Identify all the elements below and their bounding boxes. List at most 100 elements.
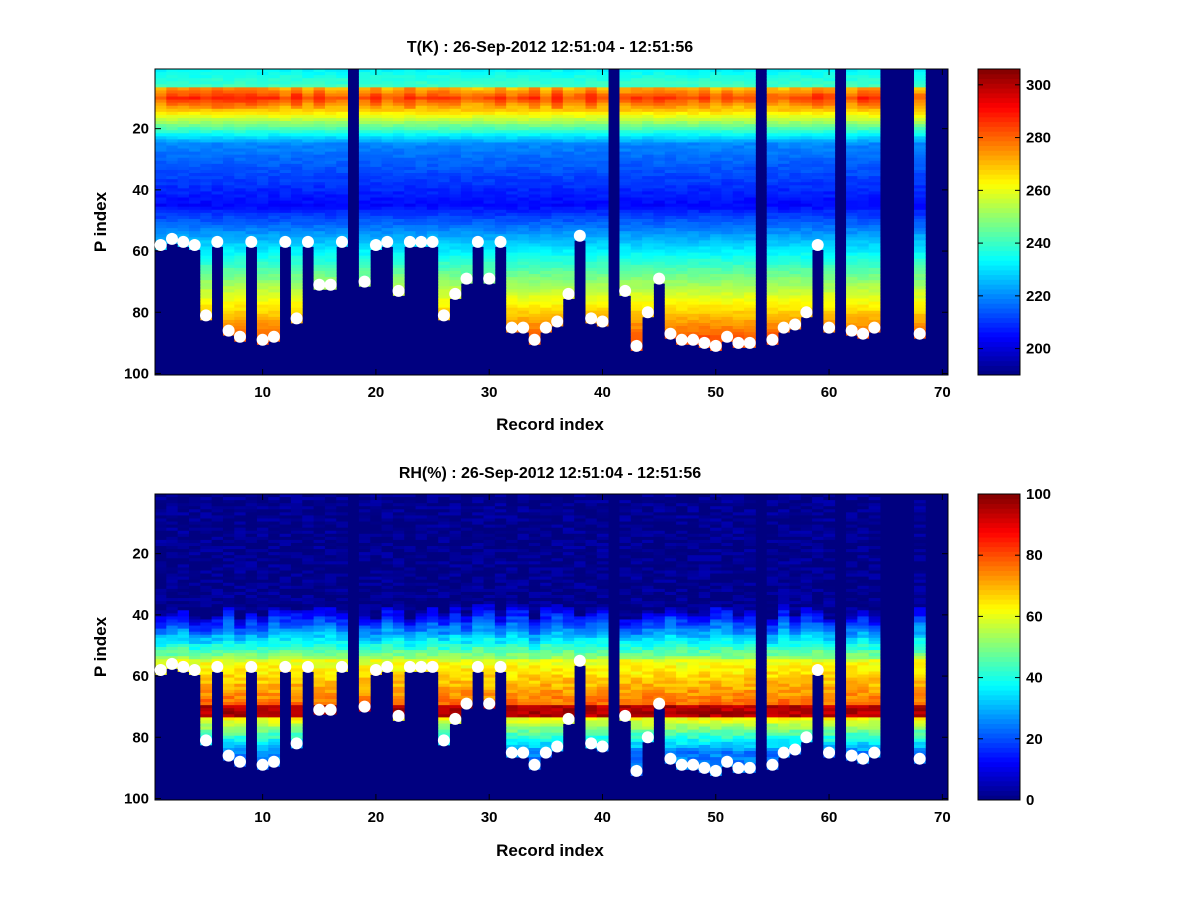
heatmap-cell	[721, 209, 734, 214]
heatmap-cell	[540, 252, 552, 257]
heatmap-cell	[585, 90, 598, 94]
heatmap-cell	[290, 93, 303, 97]
heatmap-cell	[676, 139, 688, 143]
heatmap-cell	[687, 249, 700, 253]
heatmap-cell	[268, 212, 281, 217]
heatmap-cell	[846, 212, 858, 217]
heatmap-cell	[914, 69, 926, 73]
heatmap-cell	[290, 151, 303, 156]
heatmap-cell	[438, 298, 450, 302]
heatmap-cell	[290, 105, 303, 110]
heatmap-cell	[494, 127, 507, 131]
heatmap-cell	[302, 111, 314, 116]
heatmap-cell	[517, 212, 530, 217]
heatmap-cell	[313, 261, 326, 266]
heatmap-cell	[506, 277, 518, 281]
heatmap-cell	[449, 237, 462, 241]
heatmap-cell	[234, 215, 247, 220]
heatmap-cell	[370, 225, 382, 229]
heatmap-cell	[574, 127, 586, 131]
heatmap-cell	[800, 188, 813, 192]
heatmap-cell	[358, 81, 371, 85]
heatmap-cell	[857, 182, 870, 186]
heatmap-cell	[687, 124, 700, 128]
heatmap-cell	[596, 133, 609, 137]
heatmap-cell	[483, 237, 496, 241]
heatmap-cell	[268, 136, 281, 140]
heatmap-cell	[392, 121, 405, 125]
heatmap-cell	[846, 102, 858, 107]
heatmap-cell	[517, 136, 530, 140]
heatmap-cell	[483, 212, 496, 217]
heatmap-cell	[664, 298, 677, 302]
heatmap-cell	[324, 261, 337, 266]
heatmap-cell	[324, 270, 337, 275]
heatmap-cell	[528, 105, 541, 110]
heatmap-cell	[268, 188, 281, 192]
heatmap-cell	[245, 148, 258, 153]
heatmap-cell	[698, 203, 711, 208]
heatmap-cell	[778, 301, 790, 306]
heatmap-cell	[449, 81, 462, 85]
heatmap-cell	[596, 194, 609, 198]
heatmap-cell	[166, 127, 179, 131]
heatmap-cell	[574, 215, 586, 220]
heatmap-cell	[653, 206, 666, 211]
heatmap-cell	[404, 206, 416, 211]
heatmap-cell	[234, 222, 247, 226]
heatmap-cell	[868, 212, 881, 217]
heatmap-cell	[528, 185, 541, 189]
heatmap-cell	[528, 237, 541, 241]
heatmap-cell	[721, 108, 734, 113]
heatmap-cell	[664, 75, 677, 79]
heatmap-cell	[800, 142, 813, 146]
heatmap-cell	[392, 99, 405, 104]
heatmap-cell	[551, 179, 564, 183]
heatmap-cell	[188, 87, 201, 91]
heatmap-cell	[596, 304, 609, 309]
heatmap-cell	[766, 222, 779, 226]
heatmap-cell	[415, 203, 428, 208]
heatmap-cell	[676, 69, 688, 73]
heatmap-cell	[177, 142, 190, 146]
heatmap-cell	[642, 133, 654, 137]
heatmap-cell	[268, 151, 281, 156]
heatmap-cell	[188, 160, 201, 165]
heatmap-cell	[290, 90, 303, 94]
heatmap-cell	[415, 145, 428, 149]
heatmap-cell	[234, 301, 247, 306]
heatmap-cell	[562, 166, 575, 171]
heatmap-cell	[517, 286, 530, 290]
heatmap-cell	[426, 194, 439, 198]
heatmap-cell	[472, 69, 484, 73]
heatmap-cell	[721, 197, 734, 201]
profile-marker	[766, 333, 779, 346]
heatmap-cell	[200, 185, 213, 189]
heatmap-cell	[392, 90, 405, 94]
profile-marker	[403, 235, 416, 248]
heatmap-cell	[551, 188, 564, 192]
heatmap-cell	[778, 127, 790, 131]
colorbar-segment	[978, 202, 1020, 209]
heatmap-cell	[528, 78, 541, 82]
heatmap-cell	[823, 237, 836, 241]
heatmap-cell	[744, 179, 756, 183]
profile-marker	[857, 327, 870, 340]
heatmap-cell	[483, 111, 496, 116]
heatmap-cell	[585, 87, 598, 91]
heatmap-cell	[857, 307, 870, 312]
heatmap-cell	[698, 252, 711, 257]
heatmap-cell	[664, 90, 677, 94]
heatmap-cell	[823, 234, 836, 238]
heatmap-cell	[642, 222, 654, 226]
heatmap-cell	[449, 200, 462, 205]
heatmap-cell	[324, 160, 337, 165]
heatmap-cell	[222, 185, 235, 189]
heatmap-cell	[551, 203, 564, 208]
heatmap-cell	[789, 313, 802, 318]
heatmap-cell	[211, 127, 224, 131]
profile-marker	[471, 235, 484, 248]
heatmap-cell	[630, 93, 643, 97]
heatmap-cell	[290, 267, 303, 272]
heatmap-cell	[551, 215, 564, 220]
